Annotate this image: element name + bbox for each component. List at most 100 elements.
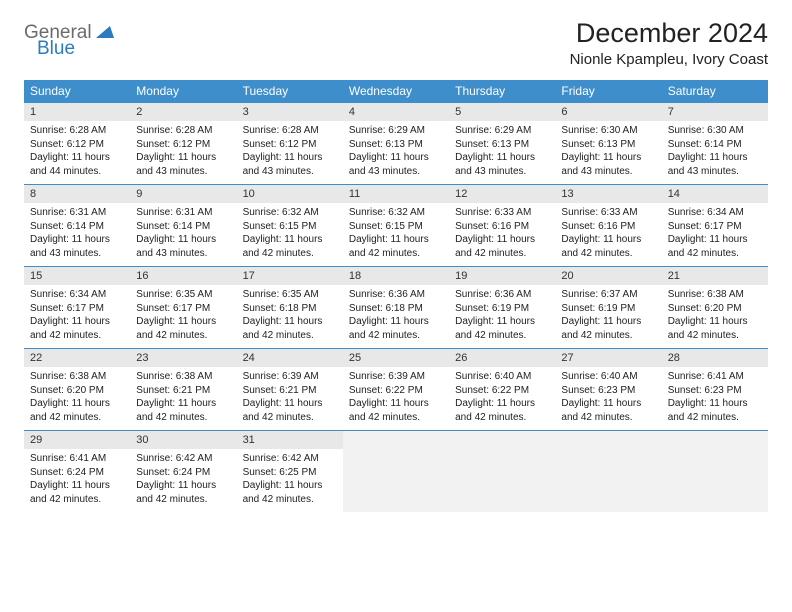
calendar-body: 1234567Sunrise: 6:28 AMSunset: 6:12 PMDa… xyxy=(24,103,768,513)
day-header: Monday xyxy=(130,80,236,103)
sunset-label: Sunset: 6:12 PM xyxy=(30,139,104,150)
day-number-cell: 29 xyxy=(24,431,130,450)
daylight-label: Daylight: 11 hours and 42 minutes. xyxy=(561,234,641,259)
sunset-label: Sunset: 6:16 PM xyxy=(561,221,635,232)
daylight-label: Daylight: 11 hours and 42 minutes. xyxy=(668,234,748,259)
daylight-label: Daylight: 11 hours and 43 minutes. xyxy=(136,234,216,259)
sunrise-label: Sunrise: 6:39 AM xyxy=(243,371,319,382)
day-number-cell: 21 xyxy=(662,267,768,286)
sunrise-label: Sunrise: 6:33 AM xyxy=(561,207,637,218)
header: General December 2024 Nionle Kpampleu, I… xyxy=(24,18,768,68)
day-content-cell: Sunrise: 6:32 AMSunset: 6:15 PMDaylight:… xyxy=(237,203,343,267)
content-row: Sunrise: 6:34 AM Sunset: 6:17 PM Daylight:… xyxy=(24,285,768,349)
day-header: Wednesday xyxy=(343,80,449,103)
day-content-cell: Sunrise: 6:30 AM Sunset: 6:14 PM Daylight:… xyxy=(662,121,768,185)
sunset-label: Sunset: 6:13 PM xyxy=(561,139,635,150)
sunset-label: Sunset: 6:22 PM xyxy=(349,385,423,396)
sunrise-label: Sunrise: 6:41 AM xyxy=(30,453,106,464)
day-content-cell: Sunrise: 6:36 AMSunset: 6:19 PMDaylight:… xyxy=(449,285,555,349)
day-content-cell: Sunrise: 6:41 AMSunset: 6:23 PMDaylight:… xyxy=(662,367,768,431)
sunrise-label: Sunrise: 6:32 AM xyxy=(349,207,425,218)
sunset-label: Sunset: 6:13 PM xyxy=(349,139,423,150)
day-content-cell: Sunrise: 6:35 AMSunset: 6:17 PMDaylight:… xyxy=(130,285,236,349)
day-content-cell: Sunrise: 6:42 AMSunset: 6:24 PMDaylight:… xyxy=(130,449,236,512)
day-number-cell xyxy=(555,431,661,450)
sunrise-label: Sunrise: 6:37 AM xyxy=(561,289,637,300)
sunset-label: Sunset: 6:14 PM xyxy=(668,139,742,150)
day-content-cell xyxy=(343,449,449,512)
sunset-label: Sunset: 6:23 PM xyxy=(561,385,635,396)
sunrise-label: Sunrise: 6:33 AM xyxy=(455,207,531,218)
daylight-label: Daylight: 11 hours and 43 minutes. xyxy=(30,234,110,259)
daylight-label: Daylight: 11 hours and 43 minutes. xyxy=(243,152,323,177)
day-header: Saturday xyxy=(662,80,768,103)
day-number-cell: 13 xyxy=(555,185,661,204)
daylight-label: Daylight: 11 hours and 42 minutes. xyxy=(561,316,641,341)
sunset-label: Sunset: 6:23 PM xyxy=(668,385,742,396)
day-number-cell: 24 xyxy=(237,349,343,368)
daylight-label: Daylight: 11 hours and 42 minutes. xyxy=(349,316,429,341)
sunrise-label: Sunrise: 6:36 AM xyxy=(455,289,531,300)
day-number-cell: 31 xyxy=(237,431,343,450)
sunrise-label: Sunrise: 6:40 AM xyxy=(561,371,637,382)
sunset-label: Sunset: 6:17 PM xyxy=(30,303,104,314)
sunset-label: Sunset: 6:17 PM xyxy=(668,221,742,232)
sunrise-label: Sunrise: 6:30 AM xyxy=(668,125,744,136)
day-content-cell xyxy=(662,449,768,512)
day-number-cell xyxy=(662,431,768,450)
day-number-cell: 3 xyxy=(237,103,343,122)
sunrise-label: Sunrise: 6:42 AM xyxy=(243,453,319,464)
sunset-label: Sunset: 6:13 PM xyxy=(455,139,529,150)
daylight-label: Daylight: 11 hours and 42 minutes. xyxy=(561,398,641,423)
sunrise-label: Sunrise: 6:31 AM xyxy=(30,207,106,218)
day-number-cell: 23 xyxy=(130,349,236,368)
sunrise-label: Sunrise: 6:31 AM xyxy=(136,207,212,218)
daynum-row: 293031 xyxy=(24,431,768,450)
sunset-label: Sunset: 6:18 PM xyxy=(243,303,317,314)
day-header: Tuesday xyxy=(237,80,343,103)
day-header: Thursday xyxy=(449,80,555,103)
day-content-cell: Sunrise: 6:31 AMSunset: 6:14 PMDaylight:… xyxy=(130,203,236,267)
day-content-cell xyxy=(449,449,555,512)
day-content-cell: Sunrise: 6:38 AMSunset: 6:20 PMDaylight:… xyxy=(24,367,130,431)
sunrise-label: Sunrise: 6:38 AM xyxy=(668,289,744,300)
daylight-label: Daylight: 11 hours and 42 minutes. xyxy=(243,398,323,423)
daylight-label: Daylight: 11 hours and 43 minutes. xyxy=(668,152,748,177)
day-header: Friday xyxy=(555,80,661,103)
day-content-cell: Sunrise: 6:39 AMSunset: 6:22 PMDaylight:… xyxy=(343,367,449,431)
day-number-cell: 12 xyxy=(449,185,555,204)
content-row: Sunrise: 6:38 AMSunset: 6:20 PMDaylight:… xyxy=(24,367,768,431)
sunset-label: Sunset: 6:15 PM xyxy=(349,221,423,232)
daylight-label: Daylight: 11 hours and 42 minutes. xyxy=(136,480,216,505)
sunrise-label: Sunrise: 6:34 AM xyxy=(30,289,106,300)
day-number-cell: 9 xyxy=(130,185,236,204)
daylight-label: Daylight: 11 hours and 42 minutes. xyxy=(136,398,216,423)
day-number-cell xyxy=(343,431,449,450)
day-number-cell: 1 xyxy=(24,103,130,122)
day-number-cell: 15 xyxy=(24,267,130,286)
day-content-cell: Sunrise: 6:29 AMSunset: 6:13 PMDaylight:… xyxy=(449,121,555,185)
sunset-label: Sunset: 6:20 PM xyxy=(30,385,104,396)
sunrise-label: Sunrise: 6:29 AM xyxy=(349,125,425,136)
sunset-label: Sunset: 6:17 PM xyxy=(136,303,210,314)
day-content-cell: Sunrise: 6:36 AM Sunset: 6:18 PM Daylight:… xyxy=(343,285,449,349)
daynum-row: 15161718192021 xyxy=(24,267,768,286)
daylight-label: Daylight: 11 hours and 42 minutes. xyxy=(349,234,429,259)
day-number-cell: 22 xyxy=(24,349,130,368)
sunrise-label: Sunrise: 6:36 AM xyxy=(349,289,425,300)
month-title: December 2024 xyxy=(570,18,768,49)
sunset-label: Sunset: 6:16 PM xyxy=(455,221,529,232)
day-header-row: SundayMondayTuesdayWednesdayThursdayFrid… xyxy=(24,80,768,103)
sunset-label: Sunset: 6:20 PM xyxy=(668,303,742,314)
sunrise-label: Sunrise: 6:34 AM xyxy=(668,207,744,218)
day-number-cell: 27 xyxy=(555,349,661,368)
sunset-label: Sunset: 6:14 PM xyxy=(30,221,104,232)
sunset-label: Sunset: 6:12 PM xyxy=(243,139,317,150)
daylight-label: Daylight: 11 hours and 42 minutes. xyxy=(668,316,748,341)
day-number-cell: 25 xyxy=(343,349,449,368)
sunset-label: Sunset: 6:18 PM xyxy=(349,303,423,314)
sunset-label: Sunset: 6:21 PM xyxy=(136,385,210,396)
day-header: Sunday xyxy=(24,80,130,103)
content-row: Sunrise: 6:41 AMSunset: 6:24 PMDaylight:… xyxy=(24,449,768,512)
sunset-label: Sunset: 6:21 PM xyxy=(243,385,317,396)
